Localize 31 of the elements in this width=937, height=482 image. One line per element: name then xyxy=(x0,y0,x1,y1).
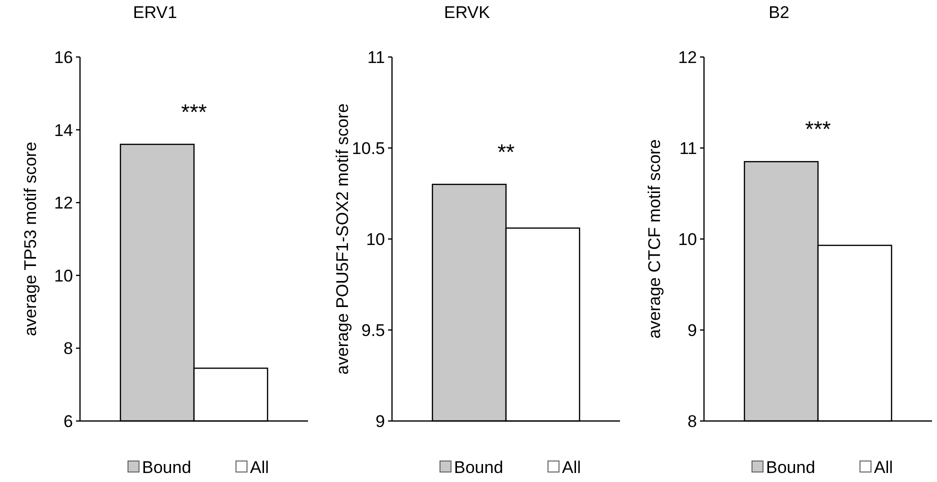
y-tick-label: 8 xyxy=(688,412,697,431)
legend-label: Bound xyxy=(142,458,192,477)
annotation: ** xyxy=(497,139,515,164)
legend-label: Bound xyxy=(766,458,816,477)
y-tick-label: 6 xyxy=(64,412,73,431)
y-tick-label: 12 xyxy=(54,194,73,213)
y-tick-label: 10 xyxy=(54,266,73,286)
y-tick-label: 8 xyxy=(64,339,73,358)
annotation: *** xyxy=(805,116,832,142)
y-tick-label: 9.5 xyxy=(361,320,385,340)
y-axis-title: average TP53 motif score xyxy=(21,142,40,336)
annotation: *** xyxy=(181,99,208,124)
y-tick-label: 12 xyxy=(678,48,697,67)
legend-label: Bound xyxy=(454,458,504,477)
y-tick-label: 11 xyxy=(367,48,385,67)
y-tick-label: 16 xyxy=(54,48,73,67)
text: All xyxy=(874,458,893,477)
chart-title: B2 xyxy=(768,3,790,22)
y-tick-label: 14 xyxy=(54,120,73,140)
y-tick-label: 9 xyxy=(376,412,385,431)
y-tick-label: 11 xyxy=(679,138,697,158)
chart-title: ERV1 xyxy=(132,3,178,22)
y-tick-label: 10 xyxy=(366,230,385,249)
y-tick-label: 10 xyxy=(678,230,697,249)
y-axis-title: average CTCF motif score xyxy=(645,139,664,339)
y-axis-title: average POU5F1-SOX2 motif score xyxy=(333,103,352,375)
text: All xyxy=(562,458,581,477)
chart-title: ERVK xyxy=(444,3,491,22)
y-tick-label: 9 xyxy=(688,320,697,340)
y-tick-label: 10.5 xyxy=(352,138,385,158)
text: All xyxy=(250,458,269,477)
